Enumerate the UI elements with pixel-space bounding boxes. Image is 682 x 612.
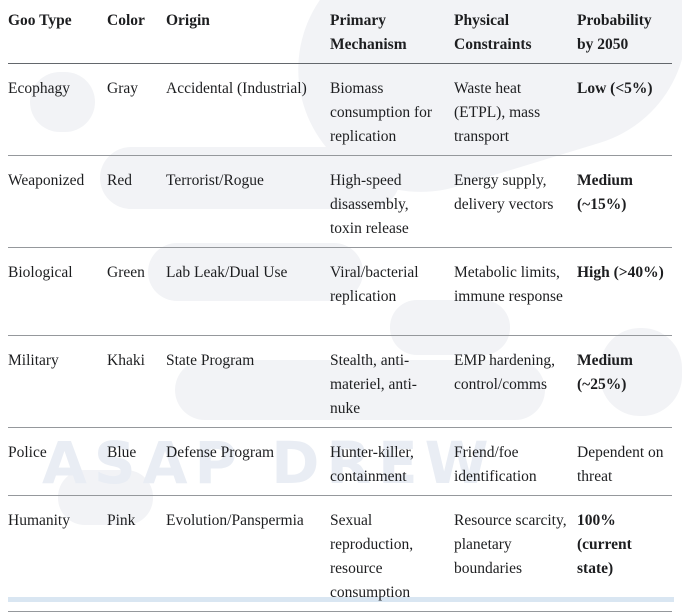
bottom-accent-bar xyxy=(8,597,674,602)
logo-blob xyxy=(600,328,682,416)
table-row-military: Military Khaki State Program Stealth, an… xyxy=(8,336,672,428)
origin-cell: Lab Leak/Dual Use xyxy=(166,264,288,281)
logo-blob xyxy=(148,243,363,301)
probability-cell: Dependent on threat xyxy=(577,444,664,485)
origin-cell: Accidental (Industrial) xyxy=(166,80,307,97)
primary-mechanism-cell: Viral/bacterial replication xyxy=(330,264,419,305)
logo-blob xyxy=(58,470,153,525)
goo-threat-table: Goo Type Color Origin Primary Mechanism … xyxy=(8,0,672,612)
column-header-probability: Probability by 2050 xyxy=(577,12,652,53)
column-header-physical-constraints: Physical Constraints xyxy=(454,12,532,53)
watermark-text: ASAP DREW xyxy=(42,429,496,497)
table-header-row: Goo Type Color Origin Primary Mechanism … xyxy=(8,0,672,64)
physical-constraints-cell: Metabolic limits, immune response xyxy=(454,264,563,305)
logo-blob xyxy=(100,147,400,209)
column-header-color: Color xyxy=(107,12,145,29)
probability-cell: Low (<5%) xyxy=(577,80,653,97)
probability-cell: High (>40%) xyxy=(577,264,664,281)
column-header-origin: Origin xyxy=(166,12,210,29)
logo-blob xyxy=(175,360,545,420)
color-cell: Pink xyxy=(107,512,136,529)
primary-mechanism-cell: Hunter-killer, containment xyxy=(330,444,414,485)
column-header-primary-mechanism: Primary Mechanism xyxy=(330,12,407,53)
table-row-biological: Biological Green Lab Leak/Dual Use Viral… xyxy=(8,248,672,336)
table-row-weaponized: Weaponized Red Terrorist/Rogue High-spee… xyxy=(8,156,672,248)
goo-type-cell: Police xyxy=(8,444,47,461)
goo-type-cell: Ecophagy xyxy=(8,80,70,97)
probability-cell: Medium (~25%) xyxy=(577,352,633,393)
goo-type-cell: Military xyxy=(8,352,59,369)
logo-blob xyxy=(30,72,95,132)
primary-mechanism-cell: Stealth, anti-materiel, anti-nuke xyxy=(330,352,417,417)
origin-cell: Evolution/Panspermia xyxy=(166,512,304,529)
table-row-humanity: Humanity Pink Evolution/Panspermia Sexua… xyxy=(8,496,672,612)
origin-cell: State Program xyxy=(166,352,255,369)
color-cell: Red xyxy=(107,172,132,189)
primary-mechanism-cell: Sexual reproduction, resource consumptio… xyxy=(330,512,414,601)
probability-cell: Medium (~15%) xyxy=(577,172,633,213)
table-row-police: Police Blue Defense Program Hunter-kille… xyxy=(8,428,672,496)
table-row-ecophagy: Ecophagy Gray Accidental (Industrial) Bi… xyxy=(8,64,672,156)
origin-cell: Defense Program xyxy=(166,444,275,461)
logo-blob xyxy=(390,300,510,355)
color-cell: Blue xyxy=(107,444,137,461)
goo-type-cell: Biological xyxy=(8,264,73,281)
physical-constraints-cell: EMP hardening, control/comms xyxy=(454,352,556,393)
probability-cell: 100% (current state) xyxy=(577,512,632,577)
color-cell: Green xyxy=(107,264,145,281)
physical-constraints-cell: Waste heat (ETPL), mass transport xyxy=(454,80,541,145)
color-cell: Khaki xyxy=(107,352,145,369)
physical-constraints-cell: Resource scarcity, planetary boundaries xyxy=(454,512,567,577)
primary-mechanism-cell: High-speed disassembly, toxin release xyxy=(330,172,409,237)
goo-type-cell: Weaponized xyxy=(8,172,85,189)
physical-constraints-cell: Energy supply, delivery vectors xyxy=(454,172,554,213)
column-header-goo-type: Goo Type xyxy=(8,12,72,29)
goo-type-cell: Humanity xyxy=(8,512,70,529)
physical-constraints-cell: Friend/foe identification xyxy=(454,444,537,485)
primary-mechanism-cell: Biomass consumption for replication xyxy=(330,80,433,145)
origin-cell: Terrorist/Rogue xyxy=(166,172,264,189)
color-cell: Gray xyxy=(107,80,138,97)
